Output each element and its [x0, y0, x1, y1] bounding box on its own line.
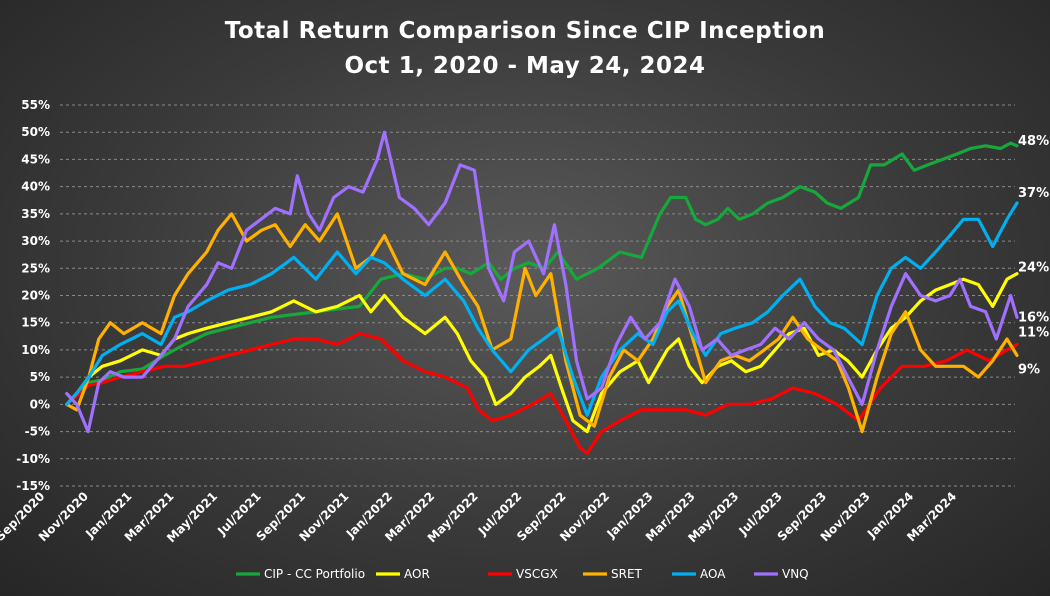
legend-label-aor: AOR [404, 567, 430, 581]
y-tick-label: 45% [21, 152, 50, 166]
y-tick-label: 15% [21, 316, 50, 330]
legend: CIP - CC Portfolio AOR VSCGX SRET AOA VNQ [236, 567, 809, 581]
legend-label-vnq: VNQ [782, 567, 809, 581]
end-label-aoa: 37% [1018, 186, 1049, 201]
legend-label-vscgx: VSCGX [516, 567, 558, 581]
legend-label-aoa: AOA [700, 567, 726, 581]
chart-title: Total Return Comparison Since CIP Incept… [224, 18, 826, 44]
chart-subtitle: Oct 1, 2020 - May 24, 2024 [344, 53, 706, 79]
legend-label-cip-cc-portfolio: CIP - CC Portfolio [264, 567, 365, 581]
series-line-vscgx [65, 332, 1019, 455]
end-label-cip-cc-portfolio: 48% [1018, 134, 1049, 149]
series-line-aoa [65, 201, 1019, 417]
end-label-sret: 9% [1018, 362, 1040, 377]
y-tick-label: 10% [21, 343, 50, 357]
y-tick-label: 40% [21, 180, 50, 194]
x-axis: Sep/2020Nov/2020Jan/2021Mar/2021May/2021… [0, 489, 959, 545]
y-tick-label: 0% [30, 397, 50, 411]
series-layer [65, 130, 1019, 455]
end-label-vnq: 16% [1018, 310, 1049, 325]
y-tick-label: -15% [16, 479, 50, 493]
y-tick-label: -10% [16, 452, 50, 466]
y-axis: -15% -10% -5% 0% 5% 10% 15% 20% 25% 30% 35% 40% 45% 5… [16, 98, 50, 493]
y-tick-label: 20% [21, 289, 50, 303]
y-tick-label: 30% [21, 234, 50, 248]
series-line-aor [65, 272, 1019, 434]
end-labels: 48% 24% 11% 9% 37% 16% [1018, 134, 1049, 378]
y-tick-label: 55% [21, 98, 50, 112]
series-line-vnq [65, 130, 1019, 434]
series-line-cip-cc-portfolio [65, 141, 1019, 406]
y-tick-label: 25% [21, 261, 50, 275]
series-line-sret [65, 212, 1019, 434]
y-tick-label: 5% [30, 370, 50, 384]
end-label-vscgx: 11% [1018, 325, 1049, 340]
legend-label-sret: SRET [611, 567, 643, 581]
y-tick-label: 50% [21, 125, 50, 139]
end-label-aor: 24% [1018, 261, 1049, 276]
y-tick-label: 35% [21, 207, 50, 221]
y-tick-label: -5% [25, 425, 50, 439]
